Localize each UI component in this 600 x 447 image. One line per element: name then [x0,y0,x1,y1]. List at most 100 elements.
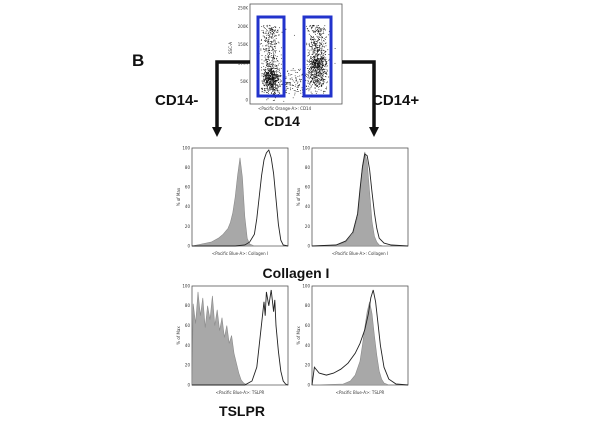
gating-dot [265,71,266,73]
gating-dot [267,90,269,92]
gating-dot [316,66,317,68]
gating-dot [322,63,324,65]
gating-dot [278,75,279,77]
gating-dot [265,80,267,82]
gating-dot [322,73,324,75]
gating-xlabel: <Pacific Orange-A>: CD14 [258,106,312,111]
gating-dot [309,25,311,27]
gating-dot [263,91,265,93]
gating-dot [286,86,288,87]
gating-dot [325,63,327,65]
gating-dot [310,46,311,48]
gating-ytick-label: 50K [240,79,248,84]
gating-dot [295,84,297,86]
gating-dot [321,70,323,72]
gating-dot [312,37,314,38]
gating-dot [320,77,322,79]
gating-dot [273,84,275,86]
gating-dot [275,71,277,73]
gating-dot [315,70,316,72]
gating-dot [313,78,315,79]
gating-dot [289,78,291,80]
gating-dot [263,73,265,75]
gating-dot [286,70,288,72]
gating-dot [321,63,323,64]
gating-dot [274,68,276,70]
gating-dot [320,66,322,68]
gating-dot [278,70,280,72]
gating-dot [311,25,313,27]
gating-dot [265,66,267,68]
gating-dot [265,55,267,57]
gating-dot [311,73,313,75]
gating-dot [321,43,323,45]
gating-dot [321,84,323,86]
gating-dot [269,71,271,73]
histogram-tslpr-cd14pos: 0 20 40 60 80 100 % of Max <Pacific Blue-A>: TS… [296,283,409,395]
gating-dot [322,69,324,71]
gating-dot [269,28,271,30]
gating-dot [261,91,263,93]
gating-dot [266,72,268,74]
gating-dot [316,79,318,81]
histogram-xlabel: <Pacific Blue-A>: Collagen I [332,251,388,256]
gating-dot [325,42,327,44]
gating-dot [263,80,265,82]
gating-dot [271,59,273,61]
gating-dot [278,85,280,87]
gating-dot [269,83,271,85]
gating-dot [325,64,326,66]
gating-dot [274,83,276,85]
gating-dot [276,42,278,44]
gating-dot [273,32,275,34]
gating-dot [319,39,321,40]
gating-dot [266,73,268,75]
gating-dot [300,92,302,94]
gating-dot [277,69,279,71]
gating-dot [274,85,276,87]
gating-dot [293,85,295,86]
gating-dot [270,84,272,86]
gating-dot [271,81,273,83]
gating-dot [269,44,271,46]
gating-dot [267,72,269,74]
gating-dot [274,50,276,52]
gating-dot [263,90,265,92]
gating-dot [312,61,313,63]
gating-dot [317,29,319,31]
gating-dot [272,34,274,36]
gating-dot [325,88,327,90]
gating-dot [270,28,272,29]
gating-dot [261,59,263,61]
gating-dot [262,72,264,74]
histogram-ytick-label: 60 [305,185,311,190]
gating-dot [265,75,267,77]
gating-dot [307,65,309,67]
gating-dot [277,34,279,36]
gating-dot [271,82,273,84]
gating-dot [327,65,329,67]
gating-dot [263,84,265,86]
gating-dot [271,45,273,47]
gating-dot [306,75,307,77]
gating-dot [328,76,330,78]
gating-dot [279,79,281,81]
histogram-isotype-area [191,157,288,247]
gating-ylabel: SSC-A [228,42,233,54]
gating-dot [268,54,270,55]
gating-dot [323,29,325,30]
gating-dot [271,63,273,65]
gating-dot [308,61,310,63]
gating-dot [275,35,277,37]
gating-dot [266,86,268,88]
gating-dot [288,83,290,85]
gating-dot [310,55,312,57]
gating-dot [272,93,274,95]
gating-dot [314,51,316,53]
gating-dot [264,56,266,58]
gating-dot [263,37,265,39]
gating-dot [310,49,312,51]
gating-dot [268,38,270,40]
gating-dot [270,81,272,83]
gating-dot [291,77,293,79]
